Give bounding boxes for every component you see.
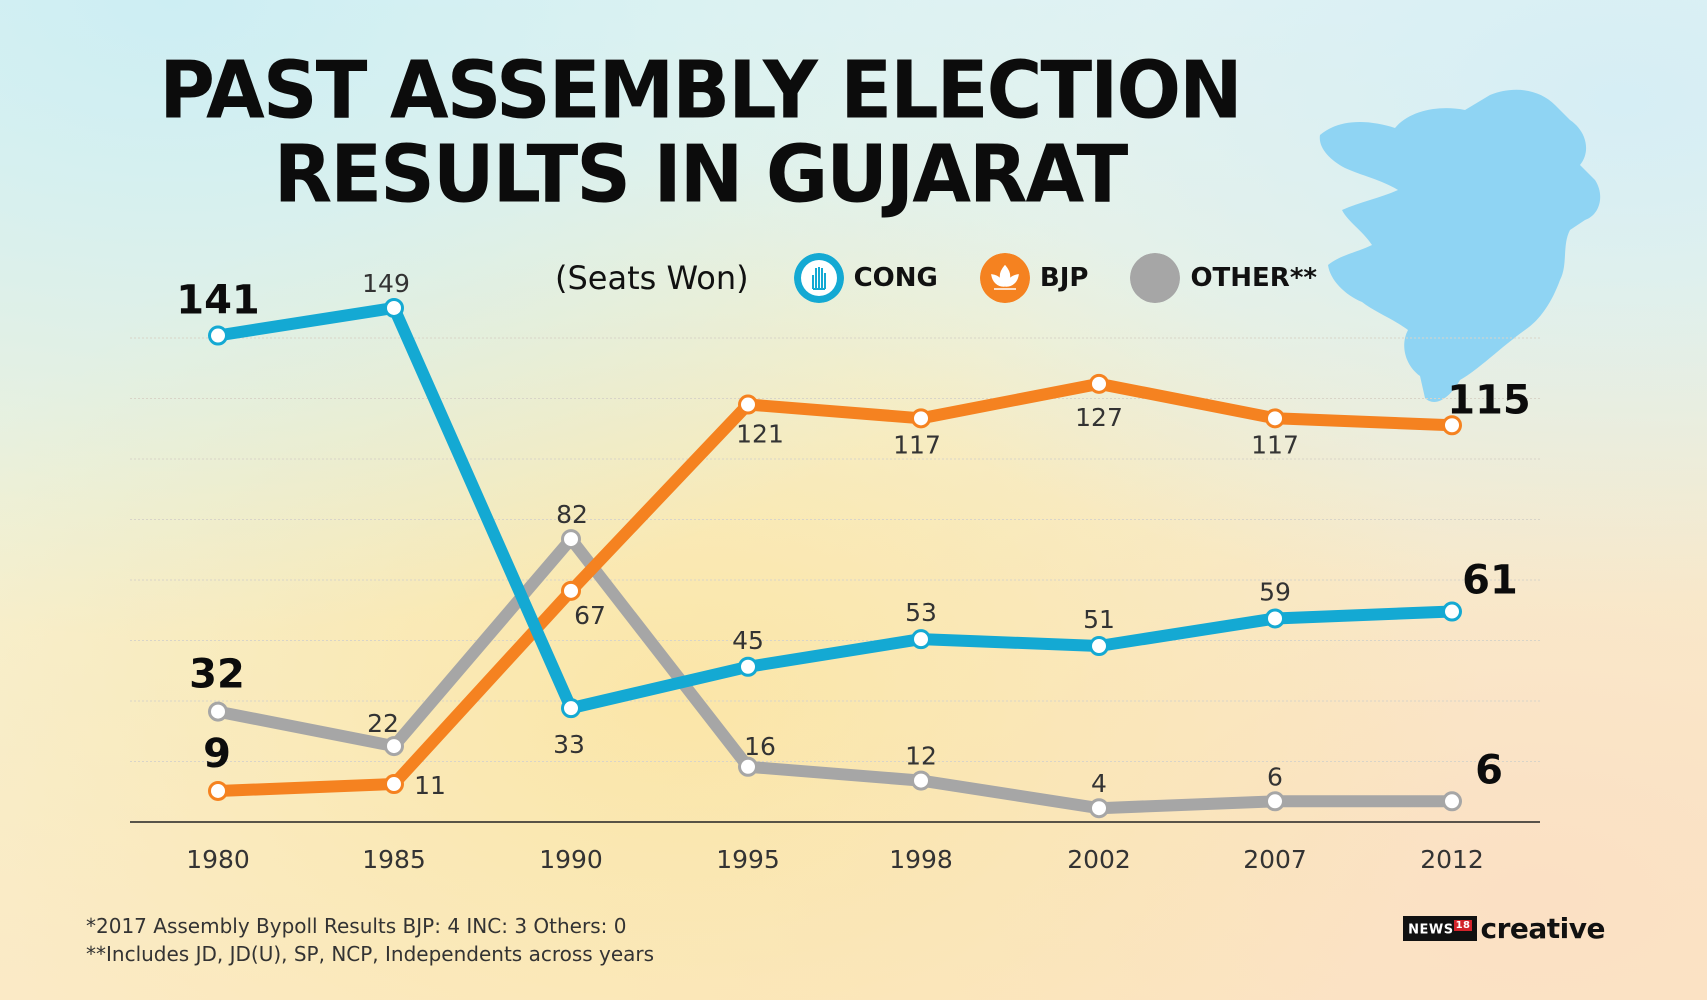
x-tick-label: 1990: [539, 845, 603, 874]
chart-subtitle: (Seats Won): [555, 259, 749, 297]
data-point: [1265, 791, 1285, 812]
data-point: [1089, 373, 1109, 394]
legend-label: OTHER**: [1190, 263, 1318, 293]
brand-creative: creative: [1480, 912, 1605, 945]
brand-logo: NEWS 18 creative: [1403, 912, 1605, 945]
data-point: [384, 297, 404, 318]
data-label: 117: [893, 430, 941, 459]
data-point: [1442, 601, 1462, 622]
data-point: [1442, 791, 1462, 812]
chart-title: PAST ASSEMBLY ELECTION RESULTS IN GUJARA…: [0, 42, 1400, 221]
gujarat-map-icon: [1319, 89, 1601, 402]
data-point: [1089, 636, 1109, 657]
x-tick-labels: 1980 1985 1990 1995 1998 2002 2007 2012: [186, 845, 1484, 874]
brand-news: NEWS 18: [1403, 915, 1478, 942]
data-point: [384, 736, 404, 757]
data-point: [1265, 408, 1285, 429]
x-tick-label: 2007: [1243, 845, 1307, 874]
x-tick-label: 2002: [1067, 845, 1131, 874]
gridlines: [130, 337, 1540, 762]
data-label: 12: [905, 742, 937, 771]
data-label: 82: [556, 500, 588, 529]
title-line: RESULTS IN GUJARAT: [273, 126, 1129, 221]
legend-item-bjp: BJP: [979, 253, 1089, 303]
grey-circle-icon: [1130, 253, 1181, 303]
value-labels: 141 149 33 45 53 51 59 61 9 11 67 121 117 127 117 115 32…: [176, 269, 1531, 800]
x-tick-label: 1985: [362, 845, 426, 874]
series-points: [208, 297, 1462, 819]
data-label: 16: [744, 732, 776, 761]
legend-label: CONG: [853, 263, 938, 293]
hand-symbol-icon: [793, 253, 844, 303]
title-line: PAST ASSEMBLY ELECTION: [159, 42, 1242, 137]
data-label: 61: [1462, 558, 1518, 604]
data-label: 149: [362, 269, 410, 298]
x-tick-label: 1980: [186, 845, 250, 874]
data-label: 45: [732, 626, 764, 655]
legend-item-cong: CONG: [793, 253, 938, 303]
data-label: 6: [1475, 747, 1503, 793]
data-point: [384, 774, 404, 795]
data-label: 9: [203, 731, 231, 777]
data-point: [561, 698, 581, 719]
data-point: [1442, 415, 1462, 436]
data-point: [911, 408, 931, 429]
footnote: *2017 Assembly Bypoll Results BJP: 4 INC…: [86, 914, 627, 938]
data-label: 127: [1075, 403, 1123, 432]
data-point: [911, 770, 931, 791]
data-label: 6: [1267, 762, 1283, 791]
data-label: 121: [736, 420, 784, 449]
legend-label: BJP: [1039, 263, 1089, 293]
series-line-cong: [212, 301, 1458, 715]
data-label: 33: [553, 730, 585, 759]
data-label: 117: [1251, 430, 1299, 459]
x-tick-label: 2012: [1420, 845, 1484, 874]
legend: (Seats Won) CONG BJP OTHER**: [555, 250, 1359, 306]
data-label: 4: [1091, 769, 1107, 798]
data-point: [911, 629, 931, 650]
x-tick-label: 1998: [889, 845, 953, 874]
brand-number: 18: [1453, 919, 1473, 931]
data-label: 51: [1083, 605, 1115, 634]
data-label: 11: [414, 771, 446, 800]
data-point: [1089, 798, 1109, 819]
data-label: 53: [905, 598, 937, 627]
data-point: [561, 580, 581, 601]
footnotes: *2017 Assembly Bypoll Results BJP: 4 INC…: [86, 912, 654, 968]
series-lines: [212, 301, 1458, 815]
footnote: **Includes JD, JD(U), SP, NCP, Independe…: [86, 942, 655, 966]
series-line-bjp: [212, 377, 1458, 797]
data-label: 22: [367, 709, 399, 738]
lotus-symbol-icon: [979, 253, 1030, 303]
data-point: [738, 394, 758, 415]
data-point: [208, 701, 228, 722]
data-point: [208, 325, 228, 346]
data-point: [738, 656, 758, 677]
data-point: [738, 756, 758, 777]
legend-item-other: OTHER**: [1130, 253, 1317, 303]
data-point: [208, 780, 228, 801]
data-label: 59: [1259, 577, 1291, 606]
data-label: 115: [1447, 377, 1531, 423]
data-point: [561, 529, 581, 550]
data-point: [1265, 608, 1285, 629]
x-tick-label: 1995: [716, 845, 780, 874]
series-line-other: [212, 533, 1458, 815]
data-label: 141: [176, 278, 260, 324]
data-label: 67: [574, 601, 606, 630]
data-label: 32: [189, 652, 245, 698]
